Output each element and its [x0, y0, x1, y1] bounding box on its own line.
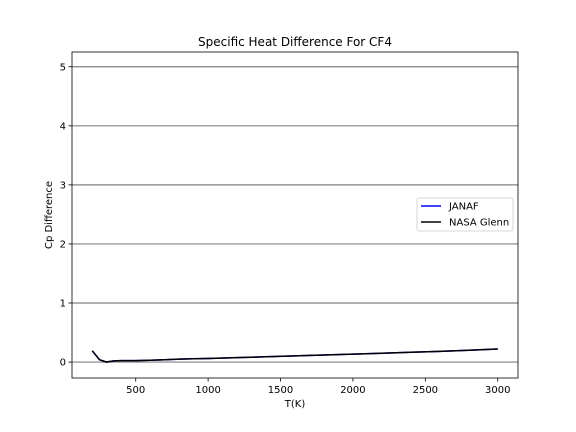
x-tick-label: 3000 [485, 385, 510, 396]
chart-title: Specific Heat Difference For CF4 [198, 35, 392, 49]
legend-label-2: NASA Glenn [449, 218, 509, 229]
y-tick-label: 1 [60, 298, 66, 309]
x-tick-label: 500 [126, 385, 145, 396]
y-tick-label: 4 [60, 121, 66, 132]
x-tick-label: 2500 [413, 385, 438, 396]
x-tick-label: 2000 [340, 385, 365, 396]
y-axis-ticks: 0 1 2 3 4 5 [60, 62, 72, 369]
series-line-2 [91, 348, 498, 363]
series-lines [91, 348, 498, 363]
y-tick-label: 2 [60, 239, 66, 250]
y-axis-label: Cp Difference [44, 181, 55, 249]
x-tick-label: 1000 [195, 385, 220, 396]
y-tick-label: 0 [60, 358, 66, 369]
x-tick-label: 1500 [268, 385, 293, 396]
y-tick-label: 5 [60, 62, 66, 73]
x-axis-label: T(K) [284, 399, 306, 410]
plot-area [71, 51, 519, 379]
legend: JANAF NASA Glenn [416, 197, 514, 232]
x-axis-ticks: 500 1000 1500 2000 2500 3000 [126, 378, 510, 396]
legend-label-1: JANAF [448, 202, 479, 213]
y-tick-label: 3 [60, 180, 66, 191]
gridlines [72, 66, 518, 363]
